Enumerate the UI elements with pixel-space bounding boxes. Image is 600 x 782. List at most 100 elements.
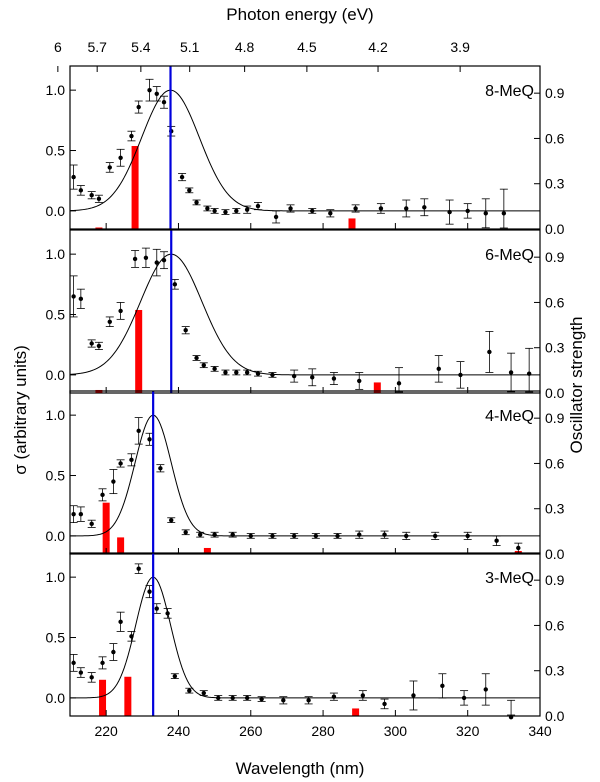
data-point bbox=[382, 701, 387, 707]
top-tick-label: 5.4 bbox=[131, 39, 151, 55]
y-tick-label: 0.0 bbox=[46, 203, 66, 219]
oscillator-bar bbox=[131, 145, 139, 229]
data-point bbox=[281, 698, 286, 703]
data-point bbox=[310, 208, 315, 214]
data-point bbox=[526, 371, 532, 376]
data-point bbox=[71, 294, 76, 299]
data-point bbox=[96, 343, 102, 349]
y-right-tick-label: 0.3 bbox=[545, 176, 565, 192]
panel-frame bbox=[69, 65, 541, 230]
data-point bbox=[78, 670, 84, 675]
oscillator-bar bbox=[99, 679, 107, 716]
oscillator-bar bbox=[135, 309, 143, 393]
data-point bbox=[508, 370, 514, 375]
y-tick-label: 0.0 bbox=[46, 690, 66, 706]
data-point bbox=[118, 155, 123, 160]
data-point bbox=[100, 492, 105, 498]
y-axis-title: σ (arbitrary units) bbox=[11, 345, 30, 475]
data-point bbox=[461, 695, 467, 701]
oscillator-bar bbox=[352, 708, 360, 716]
oscillator-bar bbox=[102, 502, 110, 554]
data-point bbox=[328, 211, 333, 216]
top-tick-label: 3.9 bbox=[450, 39, 470, 55]
data-point bbox=[270, 533, 275, 539]
data-point bbox=[183, 530, 188, 535]
x-axis-title: Wavelength (nm) bbox=[236, 759, 365, 778]
oscillator-bar bbox=[117, 537, 125, 554]
x-tick-label: 260 bbox=[239, 723, 263, 739]
y-tick-label: 0.0 bbox=[46, 528, 66, 544]
data-point bbox=[353, 206, 358, 211]
panel-label: 8-MeQ bbox=[485, 83, 534, 100]
data-point bbox=[331, 694, 337, 699]
y-right-tick-label: 0.6 bbox=[545, 130, 565, 146]
y-right-tick-label: 0.0 bbox=[545, 385, 565, 401]
y-right-tick-label: 0.0 bbox=[545, 708, 565, 724]
data-point bbox=[288, 206, 293, 211]
data-point bbox=[71, 174, 76, 180]
data-point bbox=[248, 533, 253, 539]
data-point bbox=[172, 282, 178, 287]
data-point bbox=[194, 355, 199, 361]
top-axis-title: Photon energy (eV) bbox=[226, 5, 373, 24]
y-right-tick-label: 0.9 bbox=[545, 249, 565, 265]
data-point bbox=[436, 366, 441, 372]
y-right-tick-label: 0.6 bbox=[545, 294, 565, 310]
data-point bbox=[483, 211, 488, 216]
data-point bbox=[273, 214, 279, 220]
data-point bbox=[357, 532, 362, 537]
oscillator-bar bbox=[124, 676, 132, 716]
data-point bbox=[197, 532, 203, 537]
y-tick-label: 0.5 bbox=[46, 307, 66, 323]
data-point bbox=[129, 634, 134, 639]
x-tick-label: 340 bbox=[528, 723, 552, 739]
data-point bbox=[194, 200, 199, 205]
data-point bbox=[331, 376, 337, 381]
panel-label: 6-MeQ bbox=[485, 247, 534, 264]
data-point bbox=[96, 196, 102, 202]
top-tick-label: 6 bbox=[54, 39, 62, 55]
panel-6-MeQ: 0.0 0.5 1.0 0.0 0.3 0.6 0.9 6-MeQ bbox=[46, 229, 565, 401]
data-point bbox=[158, 466, 163, 471]
data-point bbox=[396, 381, 402, 386]
data-point bbox=[107, 165, 112, 170]
y-tick-label: 0.5 bbox=[46, 143, 66, 159]
data-point bbox=[404, 533, 409, 539]
data-point bbox=[154, 260, 159, 265]
fit-curve bbox=[69, 89, 540, 212]
data-point bbox=[111, 479, 116, 484]
data-point bbox=[244, 370, 250, 375]
data-point bbox=[255, 203, 261, 209]
data-point bbox=[201, 363, 206, 368]
data-point bbox=[118, 461, 123, 466]
data-point bbox=[223, 370, 228, 375]
data-point bbox=[78, 296, 84, 302]
data-point bbox=[223, 209, 228, 215]
oscillator-bar bbox=[203, 547, 211, 554]
y-right-tick-label: 0.0 bbox=[545, 546, 565, 562]
data-point bbox=[212, 532, 217, 537]
panel-frame bbox=[69, 390, 541, 555]
data-point bbox=[216, 695, 221, 701]
data-point bbox=[89, 521, 94, 527]
data-point bbox=[212, 366, 217, 372]
y-right-tick-label: 0.0 bbox=[545, 221, 565, 237]
x-tick-label: 240 bbox=[167, 723, 191, 739]
data-point bbox=[255, 371, 261, 376]
top-tick-label: 4.5 bbox=[297, 39, 317, 55]
oscillator-bar bbox=[95, 227, 103, 229]
data-point bbox=[458, 372, 463, 378]
data-point bbox=[501, 211, 507, 216]
data-point bbox=[494, 538, 499, 543]
top-tick-label: 5.7 bbox=[87, 39, 107, 55]
top-tick-label: 5.1 bbox=[180, 39, 200, 55]
data-point bbox=[118, 308, 123, 314]
data-point bbox=[179, 174, 185, 180]
data-point bbox=[440, 683, 445, 689]
data-point bbox=[404, 206, 409, 211]
data-point bbox=[313, 533, 319, 539]
data-point bbox=[230, 695, 235, 701]
x-tick-label: 280 bbox=[311, 723, 335, 739]
y-tick-label: 1.0 bbox=[46, 82, 66, 98]
data-point bbox=[234, 208, 239, 214]
